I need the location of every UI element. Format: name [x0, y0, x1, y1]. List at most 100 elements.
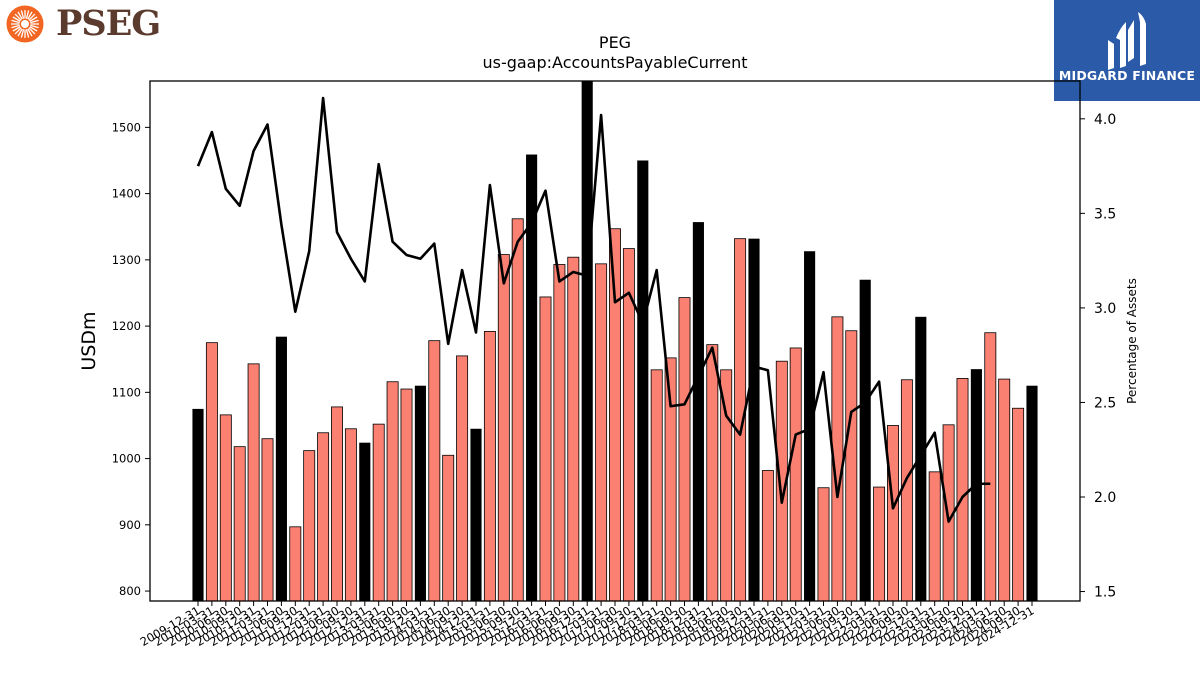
- bar: [637, 160, 649, 601]
- y2-tick-label: 2.5: [1094, 395, 1116, 411]
- chart-subtitle: us-gaap:AccountsPayableCurrent: [482, 53, 747, 72]
- bar: [998, 378, 1011, 601]
- bar: [289, 526, 302, 601]
- bar: [900, 379, 913, 601]
- sun-ray: [29, 16, 38, 22]
- bar: [483, 330, 496, 601]
- bar: [859, 279, 871, 601]
- bar: [331, 406, 343, 601]
- sun-ray: [27, 28, 33, 37]
- bar: [192, 408, 204, 601]
- bar: [205, 342, 218, 601]
- series-line: [196, 96, 991, 523]
- y2-tick-label: 4.0: [1094, 112, 1116, 128]
- sun-ray: [29, 26, 38, 32]
- pseg-logo-text: PSEG: [56, 3, 161, 44]
- y-tick-label: 1100: [112, 385, 141, 399]
- sun-ray: [11, 24, 20, 29]
- bar: [233, 446, 246, 601]
- bars-group: [192, 81, 1038, 601]
- sun-ray: [20, 10, 25, 19]
- sun-ray: [17, 28, 23, 37]
- bar: [581, 81, 593, 601]
- y-tick-label: 1500: [112, 120, 141, 134]
- bar: [372, 423, 385, 601]
- bar: [275, 336, 287, 601]
- bar: [956, 378, 969, 601]
- bar: [650, 369, 663, 601]
- chart-title: PEG: [599, 33, 631, 52]
- bar: [664, 357, 677, 601]
- sun-ray: [20, 29, 25, 38]
- sun-ray: [14, 27, 22, 35]
- bar: [915, 316, 927, 601]
- bar: [692, 222, 704, 601]
- bar: [497, 254, 510, 601]
- bar: [386, 381, 399, 601]
- y-tick-label: 1400: [112, 187, 141, 201]
- bar: [817, 487, 830, 601]
- sun-ray: [30, 24, 39, 29]
- bar: [359, 442, 371, 601]
- midgard-finance-text: MIDGARD FINANCE: [1058, 68, 1196, 83]
- plot-area: 800 900 1000 1100 1200 1300 1400 1500 1.5 2.0 2.5 3…: [112, 80, 1116, 649]
- bar: [761, 470, 774, 601]
- bar: [261, 438, 274, 601]
- bar: [526, 154, 538, 601]
- bar: [219, 414, 232, 601]
- bar: [720, 369, 733, 601]
- sun-ray: [28, 13, 36, 21]
- bar: [622, 248, 635, 601]
- y2-tick-label: 3.0: [1094, 301, 1116, 317]
- bar: [567, 256, 580, 601]
- sun-ray: [28, 27, 36, 35]
- y-tick-label: 900: [119, 518, 141, 532]
- bar: [456, 355, 469, 601]
- midgard-finance-logo: MIDGARD FINANCE: [1054, 0, 1200, 101]
- sun-ray: [27, 11, 33, 20]
- sun-ray: [12, 26, 21, 32]
- bar: [789, 347, 802, 601]
- y2-tick-label: 2.0: [1094, 490, 1116, 506]
- sun-ray: [11, 19, 20, 24]
- bar: [734, 238, 747, 601]
- bar: [511, 218, 524, 601]
- bar: [873, 486, 886, 601]
- bar: [845, 330, 858, 601]
- bar: [609, 228, 621, 601]
- y2-tick-label: 3.5: [1094, 206, 1116, 222]
- bar: [303, 450, 316, 601]
- y-tick-label: 1000: [112, 452, 141, 466]
- bar: [928, 471, 941, 601]
- y2-tick-label: 1.5: [1094, 585, 1116, 601]
- bar: [414, 385, 426, 601]
- bar: [428, 340, 441, 601]
- y-tick-label: 800: [119, 584, 141, 598]
- line-group: [196, 96, 991, 523]
- pseg-logo: PSEG: [6, 3, 171, 45]
- bar: [984, 332, 997, 601]
- y2-axis-label: Percentage of Assets: [1125, 278, 1139, 404]
- sun-ray: [12, 16, 21, 22]
- bar: [1026, 385, 1038, 601]
- bar: [595, 263, 608, 601]
- sun-ray: [14, 13, 22, 21]
- bar: [400, 388, 413, 601]
- sun-ray: [25, 10, 30, 19]
- midgard-emblem-icon: [1108, 12, 1146, 70]
- bar: [706, 344, 719, 601]
- y-axis-label: USDm: [78, 311, 100, 370]
- bar: [317, 432, 330, 601]
- bar: [678, 297, 691, 601]
- bar: [344, 428, 357, 601]
- bar: [247, 363, 260, 601]
- bar: [748, 238, 760, 601]
- y-tick-label: 1200: [112, 319, 141, 333]
- bar: [470, 428, 482, 601]
- sun-ray: [17, 11, 23, 20]
- bar: [539, 296, 552, 601]
- sun-ray: [30, 19, 39, 24]
- bar: [1012, 407, 1025, 601]
- bar: [442, 454, 455, 601]
